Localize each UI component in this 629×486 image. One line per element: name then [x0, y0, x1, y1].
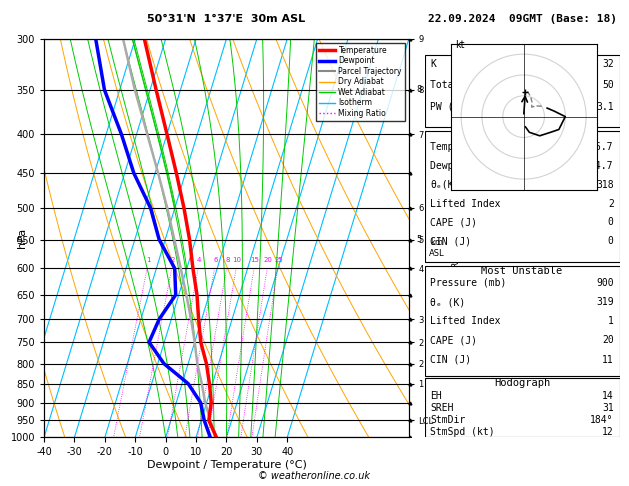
- Text: 11: 11: [602, 354, 614, 364]
- Text: 6: 6: [213, 257, 218, 263]
- Text: 3.1: 3.1: [596, 102, 614, 112]
- Text: CAPE (J): CAPE (J): [430, 335, 477, 346]
- Text: 319: 319: [596, 297, 614, 307]
- Text: 14: 14: [602, 391, 614, 401]
- Bar: [425, 378, 620, 437]
- Text: Most Unstable: Most Unstable: [481, 266, 563, 276]
- Text: Lifted Index: Lifted Index: [430, 199, 501, 208]
- Text: SREH: SREH: [430, 403, 454, 413]
- Text: 4: 4: [197, 257, 201, 263]
- Text: 8: 8: [416, 86, 421, 94]
- Y-axis label: km
ASL: km ASL: [428, 238, 444, 258]
- Text: 20: 20: [602, 335, 614, 346]
- Text: 14.7: 14.7: [590, 161, 614, 171]
- Text: CAPE (J): CAPE (J): [430, 217, 477, 227]
- Text: StmDir: StmDir: [430, 415, 465, 425]
- Legend: Temperature, Dewpoint, Parcel Trajectory, Dry Adiabat, Wet Adiabat, Isotherm, Mi: Temperature, Dewpoint, Parcel Trajectory…: [316, 43, 405, 121]
- Text: 900: 900: [596, 278, 614, 288]
- Text: 8: 8: [225, 257, 230, 263]
- Text: 20: 20: [264, 257, 272, 263]
- Text: 318: 318: [596, 180, 614, 190]
- Text: K: K: [430, 59, 437, 69]
- Text: 0: 0: [608, 236, 614, 246]
- Text: θₑ(K): θₑ(K): [430, 180, 460, 190]
- Text: Temp (°C): Temp (°C): [430, 142, 483, 153]
- Bar: [425, 131, 620, 262]
- Text: Totals Totals: Totals Totals: [430, 80, 507, 90]
- Bar: [425, 266, 620, 376]
- Text: hPa: hPa: [17, 228, 27, 248]
- Text: Pressure (mb): Pressure (mb): [430, 278, 507, 288]
- Text: 50: 50: [602, 80, 614, 90]
- Text: PW (cm): PW (cm): [430, 102, 472, 112]
- Text: 32: 32: [602, 59, 614, 69]
- Text: 5: 5: [416, 235, 421, 244]
- Bar: [425, 55, 620, 126]
- Text: 25: 25: [274, 257, 283, 263]
- Text: 0: 0: [608, 217, 614, 227]
- Text: 15: 15: [250, 257, 259, 263]
- Text: Mixing Ratio (g/kg): Mixing Ratio (g/kg): [452, 218, 461, 298]
- Text: 184°: 184°: [590, 415, 614, 425]
- Text: θₑ (K): θₑ (K): [430, 297, 465, 307]
- Text: 1: 1: [146, 257, 150, 263]
- Text: © weatheronline.co.uk: © weatheronline.co.uk: [259, 471, 370, 481]
- Text: kt: kt: [455, 40, 464, 50]
- Text: 16.7: 16.7: [590, 142, 614, 153]
- Text: Surface: Surface: [500, 131, 544, 140]
- Text: 31: 31: [602, 403, 614, 413]
- Text: 1: 1: [608, 316, 614, 326]
- Text: Lifted Index: Lifted Index: [430, 316, 501, 326]
- Text: 22.09.2024  09GMT (Base: 18): 22.09.2024 09GMT (Base: 18): [428, 14, 616, 24]
- Text: Hodograph: Hodograph: [494, 379, 550, 388]
- Text: 10: 10: [233, 257, 242, 263]
- Text: CIN (J): CIN (J): [430, 354, 472, 364]
- Text: StmSpd (kt): StmSpd (kt): [430, 427, 495, 436]
- X-axis label: Dewpoint / Temperature (°C): Dewpoint / Temperature (°C): [147, 460, 306, 470]
- Text: 2: 2: [170, 257, 175, 263]
- Text: CIN (J): CIN (J): [430, 236, 472, 246]
- Text: EH: EH: [430, 391, 442, 401]
- Text: 2: 2: [608, 199, 614, 208]
- Text: 50°31'N  1°37'E  30m ASL: 50°31'N 1°37'E 30m ASL: [147, 14, 306, 24]
- Text: 12: 12: [602, 427, 614, 436]
- Text: Dewp (°C): Dewp (°C): [430, 161, 483, 171]
